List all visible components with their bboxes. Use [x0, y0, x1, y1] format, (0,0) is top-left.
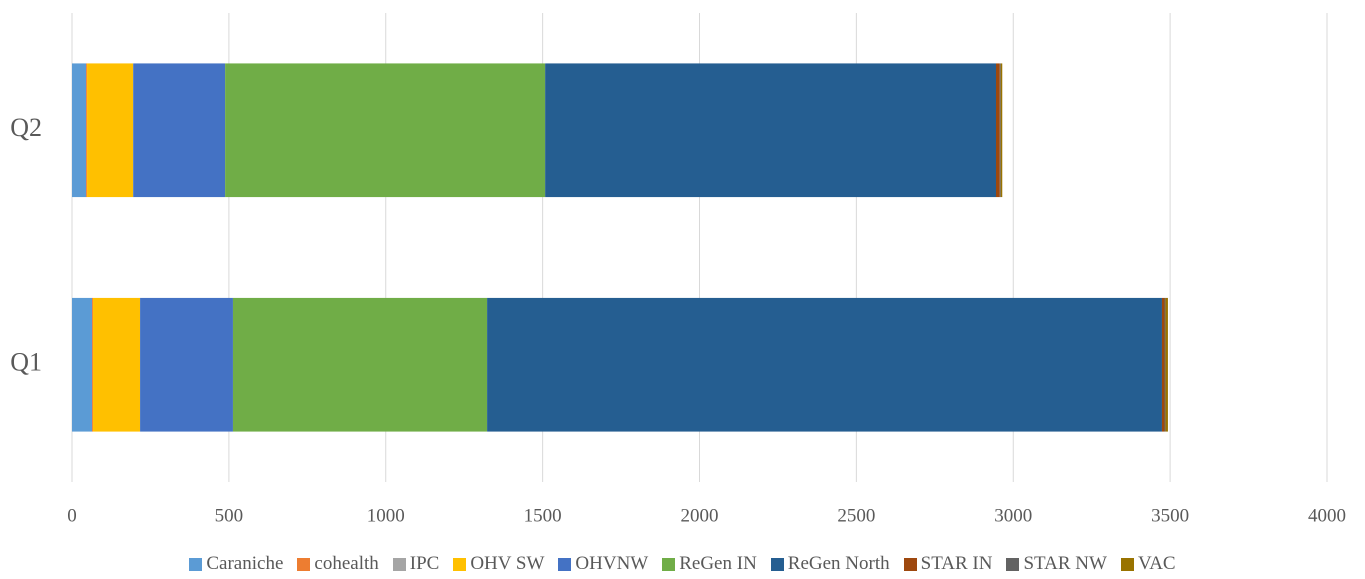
legend-swatch: [770, 557, 784, 571]
bar-segment: [995, 63, 1000, 198]
legend-label: OHVNW: [575, 553, 649, 574]
bar-segment: [1165, 297, 1168, 432]
bar-segment: [232, 297, 488, 432]
x-tick-label: 3500: [1151, 505, 1189, 526]
x-tick-label: 2500: [837, 505, 875, 526]
legend-item: IPC: [392, 553, 440, 575]
legend-swatch: [1006, 557, 1020, 571]
bar-segment: [133, 63, 226, 198]
bar-segment: [1161, 297, 1165, 432]
legend-swatch: [1120, 557, 1134, 571]
legend-item: OHVNW: [558, 553, 648, 575]
bar-segment: [1164, 297, 1166, 432]
x-tick-label: 500: [215, 505, 244, 526]
legend-swatch: [189, 557, 203, 571]
bar-segment: [86, 63, 88, 198]
x-tick-label: 0: [67, 505, 77, 526]
legend-label: cohealth: [314, 553, 379, 574]
legend-item: ReGen North: [770, 553, 890, 575]
legend-swatch: [453, 557, 467, 571]
legend-label: IPC: [409, 553, 440, 574]
bar-segment: [92, 297, 94, 432]
legend-label: STAR IN: [920, 553, 993, 574]
x-tick-label: 1500: [524, 505, 562, 526]
bar-segment: [87, 63, 134, 198]
x-tick-label: 4000: [1308, 505, 1346, 526]
y-tick-label: Q2: [10, 113, 42, 142]
legend-swatch: [662, 557, 676, 571]
legend-swatch: [903, 557, 917, 571]
legend-item: VAC: [1120, 553, 1176, 575]
bar-segment: [999, 63, 1001, 198]
legend-item: ReGen IN: [662, 553, 757, 575]
legend-label: STAR NW: [1023, 553, 1107, 574]
bar-segment: [72, 63, 87, 198]
legend-label: OHV SW: [470, 553, 545, 574]
legend-item: cohealth: [297, 553, 379, 575]
legend-item: STAR NW: [1006, 553, 1107, 575]
bar-segment: [545, 63, 996, 198]
legend-item: Caraniche: [189, 553, 283, 575]
x-tick-label: 1000: [367, 505, 405, 526]
bar-segment: [1000, 63, 1003, 198]
legend-item: OHV SW: [453, 553, 544, 575]
y-tick-label: Q1: [10, 348, 42, 377]
legend-item: STAR IN: [903, 553, 993, 575]
bar-segment: [487, 297, 1162, 432]
x-tick-label: 3000: [994, 505, 1032, 526]
legend-label: ReGen North: [787, 553, 890, 574]
legend-swatch: [392, 557, 406, 571]
legend-label: ReGen IN: [679, 553, 757, 574]
x-tick-label: 2000: [681, 505, 719, 526]
legend-swatch: [297, 557, 311, 571]
bar-segment: [225, 63, 546, 198]
bar-segment: [93, 297, 141, 432]
bar-segment: [140, 297, 233, 432]
bar-segment: [72, 297, 93, 432]
legend-swatch: [558, 557, 572, 571]
legend-label: VAC: [1137, 553, 1176, 574]
legend-label: Caraniche: [206, 553, 284, 574]
legend: Caraniche cohealth IPC OHV SW OHVNW ReGen IN R…: [0, 553, 1365, 575]
